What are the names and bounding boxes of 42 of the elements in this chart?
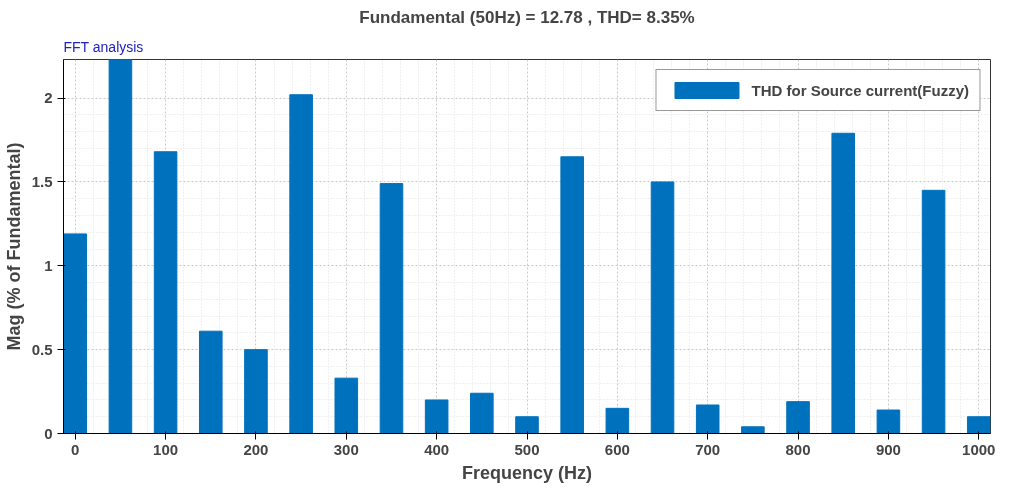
bar xyxy=(650,181,675,434)
bar xyxy=(876,409,901,434)
bar xyxy=(470,392,494,434)
text: FFT analysis xyxy=(63,38,144,55)
y-tick-label: 1 xyxy=(44,256,53,274)
bar xyxy=(786,401,810,434)
x-tick-label: 300 xyxy=(333,440,359,458)
bar xyxy=(921,189,946,434)
bar xyxy=(334,377,359,434)
bar xyxy=(741,426,765,434)
x-tick-label: 700 xyxy=(695,440,721,458)
bar xyxy=(560,156,584,434)
x-tick-label: 1000 xyxy=(962,440,996,458)
x-tick-label: 400 xyxy=(424,440,450,458)
y-tick-label: 1.5 xyxy=(31,172,53,190)
bar xyxy=(831,132,856,434)
chart-title: Fundamental (50Hz) = 12.78 , THD= 8.35% xyxy=(359,7,695,27)
x-tick-label: 800 xyxy=(785,440,811,458)
y-axis-title: Mag (% of Fundamental) xyxy=(3,142,24,351)
bar xyxy=(605,407,630,434)
bar xyxy=(63,233,88,434)
x-tick-label: 500 xyxy=(514,440,540,458)
bar xyxy=(379,183,404,434)
y-tick-label: 0.5 xyxy=(31,340,53,358)
legend-label: THD for Source current(Fuzzy) xyxy=(751,81,969,99)
x-tick-label: 100 xyxy=(153,440,179,458)
bar xyxy=(289,94,313,434)
x-tick-label: 900 xyxy=(875,440,901,458)
bar xyxy=(515,416,539,434)
bar xyxy=(244,349,268,434)
x-tick-label: 600 xyxy=(604,440,630,458)
y-tick-label: 2 xyxy=(44,89,53,107)
x-tick-label: 0 xyxy=(71,440,80,458)
bar xyxy=(108,59,133,434)
bar xyxy=(695,404,720,434)
bar xyxy=(198,330,223,434)
x-tick-label: 200 xyxy=(243,440,269,458)
x-axis-title: Frequency (Hz) xyxy=(461,462,593,483)
bar xyxy=(966,416,991,434)
bar xyxy=(153,151,178,434)
bar xyxy=(424,399,449,434)
y-tick-label: 0 xyxy=(44,424,53,442)
